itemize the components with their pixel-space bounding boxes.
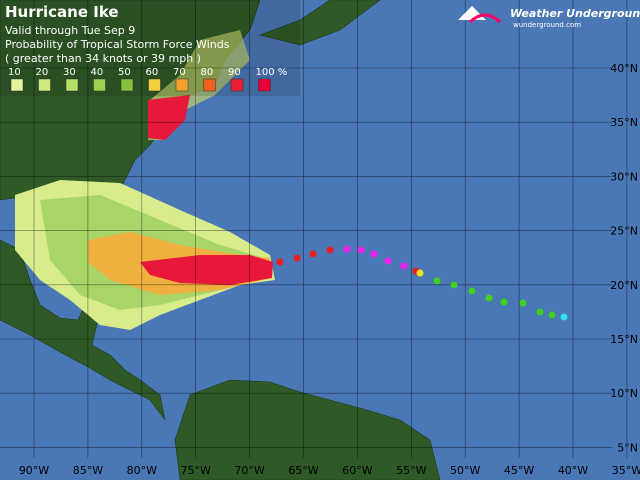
latitude-label: 10°N (610, 387, 638, 400)
track-point (500, 298, 508, 306)
logo-name: Weather Underground (510, 7, 640, 20)
longitude-label: 70°W (234, 464, 264, 477)
axis-labels: 90°W 85°W 80°W 75°W 70°W 65°W 60°W 55°W 50°W 45°W… (19, 62, 640, 477)
legend-swatch (230, 78, 244, 92)
legend-label: 40 (91, 67, 104, 78)
central-america (0, 239, 166, 421)
longitude-label: 60°W (342, 464, 372, 477)
track-point (548, 311, 556, 319)
legend-label: 20 (36, 67, 49, 78)
legend-label: 30 (63, 67, 76, 78)
south-america (174, 379, 441, 480)
longitude-label: 85°W (73, 464, 103, 477)
latitude-label: 15°N (610, 333, 638, 346)
longitude-label: 65°W (288, 464, 318, 477)
latitude-label: 35°N (610, 116, 638, 129)
prob-north-90 (148, 95, 190, 140)
longitude-label: 35°W (612, 464, 640, 477)
track-point (357, 246, 365, 254)
longitude-label: 90°W (19, 464, 49, 477)
storm-track (276, 245, 568, 321)
legend-label: 80 (201, 67, 214, 78)
latitude-label: 5°N (617, 441, 638, 454)
longitude-label: 40°W (558, 464, 588, 477)
track-point (343, 245, 351, 253)
track-point (416, 269, 424, 277)
longitude-label: 45°W (504, 464, 534, 477)
latitude-label: 20°N (610, 279, 638, 292)
legend-label: 100 % (256, 67, 288, 78)
track-point (450, 281, 458, 289)
track-point (309, 250, 317, 258)
nova-scotia (258, 0, 381, 46)
latitude-label: 25°N (610, 225, 638, 238)
longitude-label: 55°W (396, 464, 426, 477)
legend-swatch (120, 78, 134, 92)
track-point (326, 246, 334, 254)
legend: 10 20 30 40 50 60 70 80 90 100 % (8, 67, 288, 92)
longitude-label: 50°W (450, 464, 480, 477)
legend-swatch (93, 78, 106, 92)
track-point (468, 287, 476, 295)
track-point (370, 250, 378, 258)
track-point (485, 294, 493, 302)
longitude-label: 75°W (181, 464, 211, 477)
track-point (276, 258, 284, 266)
logo-rainbow (468, 13, 502, 24)
legend-swatch (258, 78, 271, 92)
track-point (560, 313, 568, 321)
title: Hurricane Ike (5, 3, 119, 21)
track-point (519, 299, 527, 307)
track-point (536, 308, 544, 316)
track-point (293, 254, 301, 262)
legend-swatch (38, 78, 51, 92)
track-point (433, 277, 441, 285)
legend-swatch (148, 78, 161, 92)
logo-site: wunderground.com (513, 21, 581, 29)
graticule (0, 0, 628, 458)
legend-label: 10 (8, 67, 21, 78)
latitude-label: 40°N (610, 62, 638, 75)
legend-label: 90 (228, 67, 241, 78)
logo: Weather Underground wunderground.com (458, 6, 640, 29)
longitude-label: 80°W (127, 464, 157, 477)
legend-label: 50 (118, 67, 131, 78)
threshold: ( greater than 34 knots or 39 mph ) (5, 52, 201, 65)
legend-swatch (65, 78, 79, 92)
wind-probability-swath (15, 30, 275, 330)
valid-time: Valid through Tue Sep 9 (5, 24, 135, 37)
product: Probability of Tropical Storm Force Wind… (5, 38, 230, 51)
prob-90 (140, 255, 273, 285)
track-point (400, 262, 408, 270)
legend-label: 60 (146, 67, 159, 78)
legend-swatch (10, 78, 24, 92)
latitude-label: 30°N (610, 170, 638, 183)
legend-swatch (175, 78, 189, 92)
track-point (384, 257, 392, 265)
legend-swatch (203, 78, 216, 92)
legend-label: 70 (173, 67, 186, 78)
